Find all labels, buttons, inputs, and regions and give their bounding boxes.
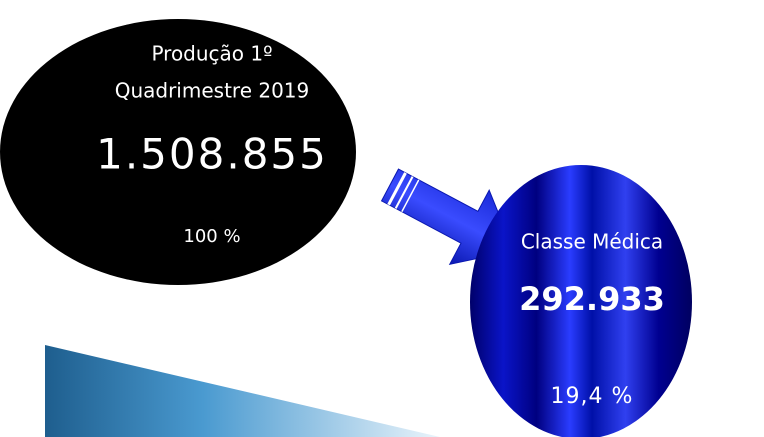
source-share: 100 %	[183, 226, 240, 247]
target-share: 19,4 %	[551, 384, 634, 409]
source-value: 1.508.855	[96, 130, 328, 179]
source-title-line: Produção 1º	[151, 42, 272, 66]
decorative-wedge	[45, 345, 440, 437]
target-title: Classe Médica	[521, 230, 663, 254]
source-title-line: Quadrimestre 2019	[115, 79, 310, 103]
target-ellipse	[470, 165, 692, 437]
target-value: 292.933	[519, 280, 665, 318]
source-ellipse	[0, 19, 356, 285]
